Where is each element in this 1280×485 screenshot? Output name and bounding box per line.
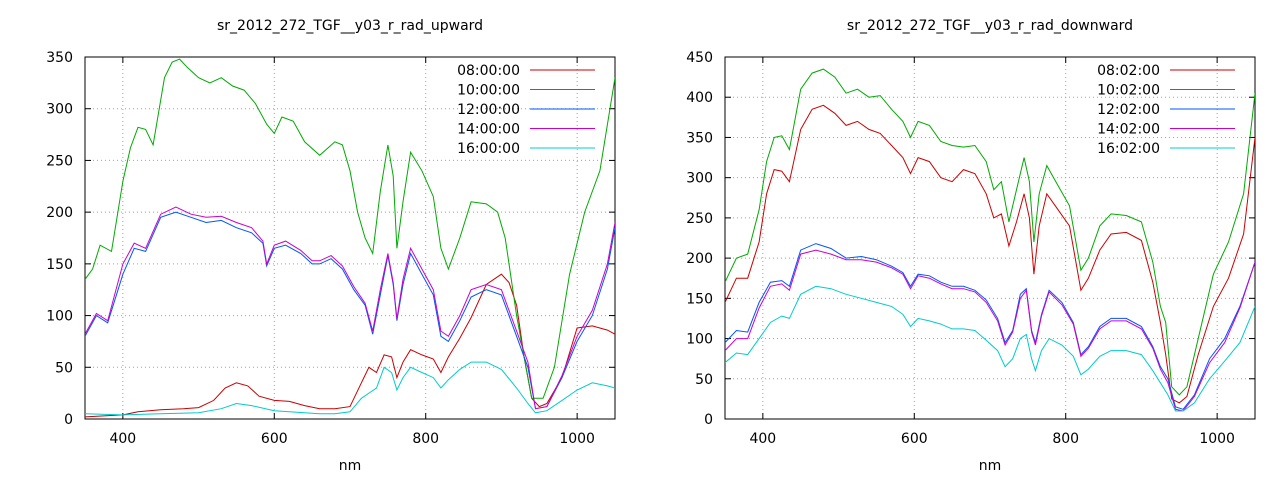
y-tick-label: 300 bbox=[46, 102, 73, 118]
legend-label: 08:02:00 bbox=[1097, 63, 1160, 79]
y-tick-label: 350 bbox=[686, 130, 713, 146]
series-line-10-02-00 bbox=[725, 68, 1255, 396]
y-tick-label: 200 bbox=[46, 205, 73, 221]
series-line-12-02-00 bbox=[725, 243, 1255, 410]
legend-label: 10:00:00 bbox=[457, 83, 520, 99]
plot-frame bbox=[724, 56, 1256, 420]
plot-frame bbox=[84, 56, 616, 420]
y-tick-label: 350 bbox=[46, 50, 73, 66]
y-tick-label: 450 bbox=[686, 50, 713, 66]
y-tick-label: 150 bbox=[46, 257, 73, 273]
x-tick-label: 600 bbox=[901, 431, 928, 447]
y-tick-label: 100 bbox=[46, 309, 73, 325]
legend-label: 12:02:00 bbox=[1097, 102, 1160, 118]
y-tick-label: 150 bbox=[686, 291, 713, 307]
series-line-16-02-00 bbox=[725, 285, 1255, 412]
x-tick-label: 1000 bbox=[559, 431, 595, 447]
y-tick-label: 400 bbox=[686, 90, 713, 106]
legend-label: 12:00:00 bbox=[457, 102, 520, 118]
series-line-08-00-00 bbox=[85, 273, 615, 418]
series-line-10-00-00 bbox=[85, 58, 615, 399]
y-tick-label: 300 bbox=[686, 171, 713, 187]
y-tick-label: 50 bbox=[695, 372, 713, 388]
y-tick-label: 250 bbox=[46, 153, 73, 169]
y-tick-label: 0 bbox=[64, 412, 73, 428]
x-tick-label: 600 bbox=[261, 431, 288, 447]
chart-title: sr_2012_272_TGF__y03_r_rad_upward bbox=[217, 18, 483, 34]
x-tick-label: 800 bbox=[1052, 431, 1079, 447]
legend-label: 16:00:00 bbox=[457, 141, 520, 157]
y-tick-label: 100 bbox=[686, 332, 713, 348]
x-tick-label: 800 bbox=[412, 431, 439, 447]
legend-label: 14:00:00 bbox=[457, 122, 520, 138]
y-tick-label: 50 bbox=[55, 360, 73, 376]
y-tick-label: 200 bbox=[686, 251, 713, 267]
legend-label: 10:02:00 bbox=[1097, 83, 1160, 99]
x-tick-label: 400 bbox=[109, 431, 136, 447]
legend-label: 14:02:00 bbox=[1097, 122, 1160, 138]
x-axis-label: nm bbox=[979, 458, 1002, 474]
chart-title: sr_2012_272_TGF__y03_r_rad_downward bbox=[847, 18, 1133, 34]
y-tick-label: 250 bbox=[686, 211, 713, 227]
x-axis-label: nm bbox=[339, 458, 362, 474]
series-line-16-00-00 bbox=[85, 361, 615, 416]
series-line-14-00-00 bbox=[85, 206, 615, 410]
chart-panel-1: sr_2012_272_TGF__y03_r_rad_upward 400 600 8… bbox=[46, 18, 616, 474]
legend-label: 08:00:00 bbox=[457, 63, 520, 79]
x-tick-label: 1000 bbox=[1199, 431, 1235, 447]
series-line-14-02-00 bbox=[725, 249, 1255, 412]
series-line-12-00-00 bbox=[85, 211, 615, 410]
y-tick-label: 0 bbox=[704, 412, 713, 428]
chart-panel-2: sr_2012_272_TGF__y03_r_rad_downward 400 60… bbox=[686, 18, 1256, 474]
series-line-08-02-00 bbox=[725, 104, 1255, 404]
legend-label: 16:02:00 bbox=[1097, 141, 1160, 157]
x-tick-label: 400 bbox=[749, 431, 776, 447]
